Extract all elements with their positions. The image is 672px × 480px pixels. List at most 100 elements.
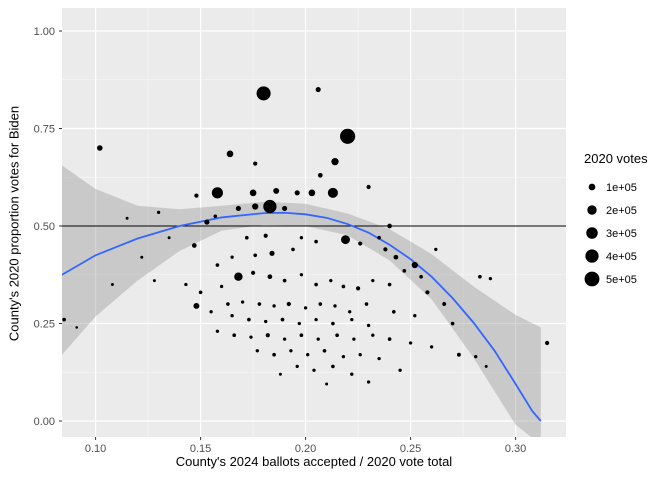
legend-entry-label: 5e+05 xyxy=(606,274,637,286)
scatter-point xyxy=(297,321,301,326)
scatter-point xyxy=(110,283,114,286)
scatter-point xyxy=(252,203,259,210)
scatter-point xyxy=(278,372,282,376)
scatter-point xyxy=(286,301,291,307)
scatter-point xyxy=(331,364,335,369)
scatter-point xyxy=(358,353,362,357)
legend-key-circle xyxy=(586,227,598,239)
scatter-point xyxy=(371,333,375,337)
scatter-point xyxy=(366,323,371,328)
scatter-point xyxy=(299,333,304,338)
scatter-point xyxy=(371,278,375,283)
x-axis-title: County's 2024 ballots accepted / 2020 vo… xyxy=(175,454,453,469)
scatter-point xyxy=(240,300,245,304)
scatter-point xyxy=(299,273,304,277)
scatter-point xyxy=(314,282,318,287)
legend-key-circle xyxy=(584,271,600,287)
scatter-point xyxy=(211,187,223,199)
scatter-point xyxy=(391,309,396,314)
scatter-point xyxy=(282,278,287,283)
scatter-point xyxy=(299,236,304,240)
scatter-point xyxy=(282,205,288,212)
scatter-point xyxy=(398,368,402,372)
scatter-point xyxy=(318,302,323,306)
scatter-point xyxy=(215,329,220,333)
scatter-point xyxy=(230,314,234,318)
scatter-point xyxy=(184,282,188,287)
scatter-point xyxy=(450,321,455,326)
legend-key-circle xyxy=(587,205,597,215)
scatter-point xyxy=(256,86,271,101)
scatter-point xyxy=(234,272,243,281)
scatter-point xyxy=(352,337,356,341)
scatter-point xyxy=(303,306,308,310)
scatter-point xyxy=(387,337,392,341)
scatter-point xyxy=(331,158,339,166)
scatter-point xyxy=(152,279,156,283)
legend-entry-label: 2e+05 xyxy=(606,205,637,217)
scatter-point xyxy=(156,210,161,215)
scatter-point xyxy=(377,235,381,240)
scatter-point xyxy=(315,86,321,93)
scatter-point xyxy=(263,233,268,238)
scatter-point xyxy=(316,337,320,341)
scatter-point xyxy=(366,380,371,384)
legend-key-circle xyxy=(585,249,599,263)
scatter-point xyxy=(429,345,434,349)
scatter-point xyxy=(474,355,478,359)
scatter-point xyxy=(484,364,488,368)
scatter-point xyxy=(209,310,213,314)
scatter-point xyxy=(264,319,268,324)
scatter-point xyxy=(413,314,417,318)
scatter-point xyxy=(226,150,234,158)
scatter-point xyxy=(366,184,371,190)
scatter-point xyxy=(167,236,171,240)
scatter-point xyxy=(269,250,275,256)
scatter-point xyxy=(125,216,129,220)
scatter-point xyxy=(341,235,350,245)
scatter-point xyxy=(232,333,237,338)
scatter-point xyxy=(327,187,338,198)
scatter-point xyxy=(291,247,295,252)
scatter-point xyxy=(251,270,256,275)
smooth-line xyxy=(62,211,542,422)
scatter-point xyxy=(317,172,323,178)
scatter-point xyxy=(280,317,285,322)
scatter-point xyxy=(282,337,287,341)
scatter-point xyxy=(253,161,258,166)
scatter-point xyxy=(411,261,418,269)
x-tick-label: 0.15 xyxy=(190,443,211,455)
y-tick-label: 0.50 xyxy=(34,221,55,233)
scatter-point xyxy=(322,348,327,353)
x-tick-label: 0.10 xyxy=(85,443,106,455)
legend-entry-label: 3e+05 xyxy=(606,228,637,240)
scatter-point xyxy=(350,317,354,322)
scatter-point xyxy=(263,199,277,214)
scatter-point xyxy=(230,255,234,259)
scatter-point xyxy=(358,241,363,246)
scatter-point xyxy=(308,189,316,197)
scatter-point xyxy=(272,304,276,308)
scatter-point xyxy=(198,290,203,295)
scatter-point xyxy=(255,349,259,353)
scatter-point xyxy=(364,302,369,306)
scatter-point xyxy=(341,355,346,359)
scatter-point xyxy=(219,284,224,289)
scatter-point xyxy=(314,239,318,244)
scatter-point xyxy=(545,340,550,346)
scatter-point xyxy=(425,290,430,295)
scatter-point xyxy=(393,254,399,260)
y-tick-label: 0.75 xyxy=(34,124,55,136)
scatter-point xyxy=(193,302,200,309)
scatter-point xyxy=(97,145,103,151)
legend-title: 2020 votes xyxy=(584,151,648,166)
scatter-point xyxy=(247,317,251,322)
scatter-point xyxy=(215,263,220,267)
scatter-point xyxy=(294,190,300,196)
scatter-point xyxy=(213,214,218,219)
scatter-point xyxy=(478,274,482,279)
scatter-point xyxy=(235,205,241,212)
x-tick-label: 0.20 xyxy=(295,443,316,455)
